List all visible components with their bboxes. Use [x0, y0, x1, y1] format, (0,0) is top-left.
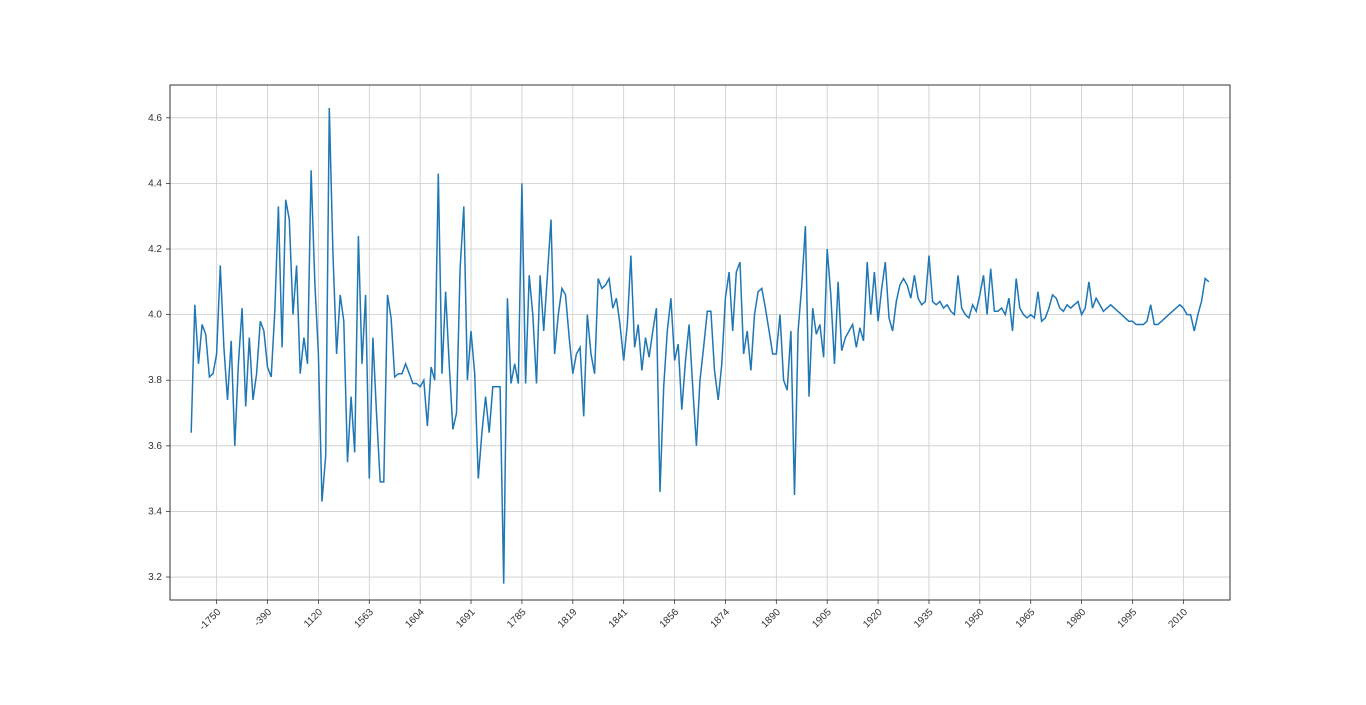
y-tick-label: 4.6: [148, 113, 162, 124]
y-tick-label: 4.0: [148, 310, 162, 321]
y-tick-label: 3.4: [148, 506, 162, 517]
y-tick-label: 3.8: [148, 375, 162, 386]
y-tick-label: 4.2: [148, 244, 162, 255]
y-tick-label: 3.6: [148, 441, 162, 452]
chart-svg: 3.23.43.63.84.04.24.44.6-1750-3901120156…: [0, 0, 1366, 705]
line-chart: 3.23.43.63.84.04.24.44.6-1750-3901120156…: [0, 0, 1366, 705]
y-tick-label: 4.4: [148, 178, 162, 189]
y-tick-label: 3.2: [148, 572, 162, 583]
